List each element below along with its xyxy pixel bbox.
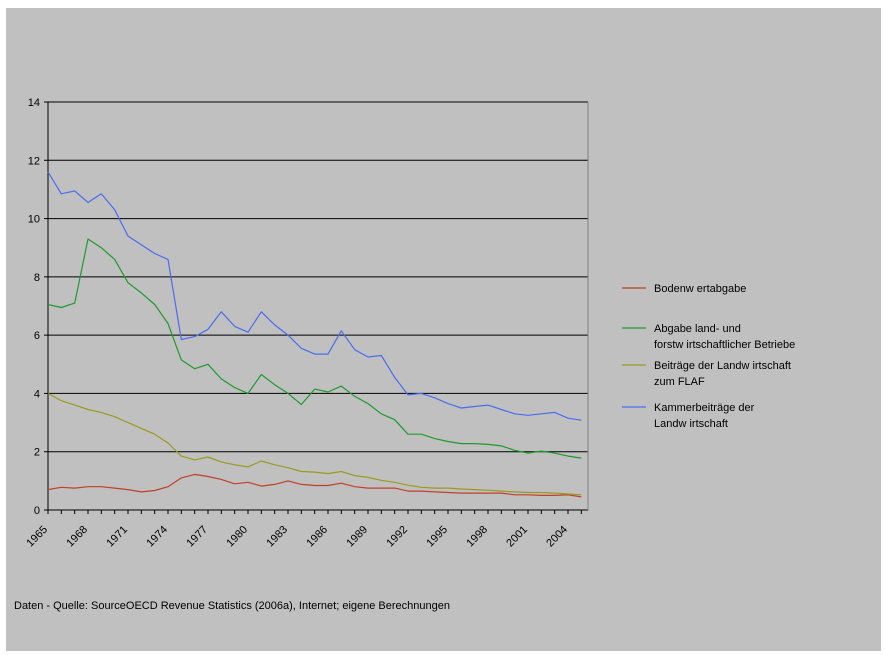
x-tick-label-1995: 1995 <box>424 524 450 550</box>
y-axis-ticks: 0 2 4 6 8 10 12 14 <box>28 97 48 517</box>
line-chart: 0 2 4 6 8 10 12 14 1965 1968 1971 1974 1977 1980 1983… <box>24 97 795 550</box>
x-tick-label-1989: 1989 <box>344 524 370 550</box>
legend: Bodenw ertabgabe Abgabe land- und forstw… <box>622 283 795 430</box>
y-tick-label-6: 6 <box>34 330 40 342</box>
gridlines <box>48 101 588 510</box>
x-tick-label-1986: 1986 <box>304 524 330 550</box>
series-line-4 <box>47 171 582 421</box>
chart-frame: 0 2 4 6 8 10 12 14 1965 1968 1971 1974 1977 1980 1983… <box>6 8 881 651</box>
legend-label-flaf: Beiträge der Landw irtschaft zum FLAF <box>654 360 794 388</box>
x-tick-label-1971: 1971 <box>104 524 130 550</box>
y-tick-label-10: 10 <box>28 214 40 226</box>
x-tick-label-1965: 1965 <box>24 524 50 550</box>
y-tick-label-0: 0 <box>34 505 40 517</box>
x-axis-ticks: 1965 1968 1971 1974 1977 1980 1983 1986 1989 1992… <box>24 510 582 550</box>
x-tick-label-1998: 1998 <box>464 524 490 550</box>
y-tick-label-2: 2 <box>34 447 40 459</box>
x-tick-label-1968: 1968 <box>64 524 90 550</box>
source-note: Daten - Quelle: SourceOECD Revenue Stati… <box>14 600 450 612</box>
x-tick-label-2004: 2004 <box>544 524 570 550</box>
series-line-3 <box>47 392 582 496</box>
series-line-2 <box>47 238 582 459</box>
y-tick-label-4: 4 <box>34 388 40 400</box>
y-tick-label-14: 14 <box>28 97 40 109</box>
axes <box>47 102 589 511</box>
legend-label-abgabe-betriebe: Abgabe land- und forstw irtschaftlicher … <box>654 323 795 351</box>
legend-label-bodenwertabgabe: Bodenw ertabgabe <box>654 283 746 295</box>
x-tick-label-1980: 1980 <box>224 524 250 550</box>
x-tick-label-1983: 1983 <box>264 524 290 550</box>
plot-area <box>48 102 588 510</box>
y-tick-label-8: 8 <box>34 272 40 284</box>
x-tick-label-1977: 1977 <box>184 524 210 550</box>
series-line-1 <box>47 473 582 498</box>
y-tick-label-12: 12 <box>28 155 40 167</box>
legend-label-kammerbeitraege: Kammerbeiträge der Landw irtschaft <box>654 402 757 430</box>
series-lines <box>47 171 582 498</box>
x-tick-label-2001: 2001 <box>504 524 530 550</box>
x-tick-label-1992: 1992 <box>384 524 410 550</box>
x-tick-label-1974: 1974 <box>144 524 170 550</box>
